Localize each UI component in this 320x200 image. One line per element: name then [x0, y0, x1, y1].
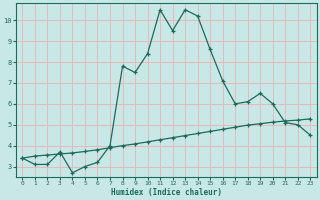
X-axis label: Humidex (Indice chaleur): Humidex (Indice chaleur): [111, 188, 222, 197]
